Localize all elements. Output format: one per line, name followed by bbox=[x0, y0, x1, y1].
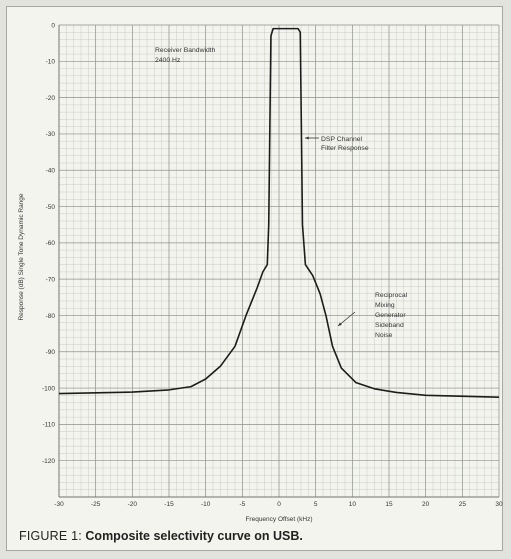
y-tick-label: -30 bbox=[46, 131, 56, 138]
caption-text: Composite selectivity curve on USB. bbox=[85, 529, 303, 543]
annotation-line: Sideband bbox=[375, 322, 404, 329]
y-tick-label: -40 bbox=[46, 168, 56, 175]
x-tick-label: -5 bbox=[239, 501, 245, 508]
y-tick-label: 0 bbox=[51, 22, 55, 29]
x-tick-label: 10 bbox=[349, 501, 357, 508]
y-tick-label: -110 bbox=[42, 422, 55, 429]
caption-lead: FIGURE 1: bbox=[19, 529, 82, 543]
x-tick-label: -15 bbox=[164, 501, 174, 508]
figure-panel: -30 -25 -20 -15 -10 -5 0 5 10 15 20 25 30 0 -10 -20 -30… bbox=[6, 6, 503, 551]
annotation-dsp-filter: DSP Channel Filter Response bbox=[305, 136, 369, 152]
annotation-line: DSP Channel bbox=[321, 136, 363, 143]
y-tick-label: -50 bbox=[46, 204, 56, 211]
y-tick-label: -80 bbox=[46, 313, 56, 320]
annotation-line: Filter Response bbox=[321, 145, 369, 152]
y-axis-label: Response (dB) Single Tone Dynamic Range bbox=[18, 193, 25, 320]
x-tick-label: -10 bbox=[201, 501, 211, 508]
y-tick-label: -10 bbox=[46, 59, 56, 66]
annotation-bandwidth: Receiver Bandwidth 2400 Hz bbox=[155, 47, 216, 64]
y-tick-label: -20 bbox=[46, 95, 56, 102]
x-tick-label: 30 bbox=[495, 501, 503, 508]
y-tick-label: -60 bbox=[46, 240, 56, 247]
figure-caption: FIGURE 1: Composite selectivity curve on… bbox=[19, 529, 303, 543]
x-tick-label: -30 bbox=[54, 501, 64, 508]
selectivity-curve bbox=[58, 27, 500, 398]
selectivity-chart: -30 -25 -20 -15 -10 -5 0 5 10 15 20 25 30 0-10-20-30… bbox=[18, 22, 503, 523]
x-tick-label: 20 bbox=[422, 501, 430, 508]
x-axis-label: Frequency Offset (kHz) bbox=[245, 516, 312, 523]
annotation-line: Noise bbox=[375, 332, 393, 339]
x-tick-label: 25 bbox=[459, 501, 467, 508]
y-tick-label: -70 bbox=[46, 276, 56, 283]
annotation-line: Mixing bbox=[375, 302, 395, 309]
arrow-head-icon bbox=[305, 136, 309, 140]
annotation-line: Generator bbox=[375, 312, 406, 319]
x-tick-label: 15 bbox=[385, 501, 393, 508]
annotation-line: 2400 Hz bbox=[155, 57, 181, 64]
annotation-sideband-noise: Reciprocal Mixing Generator Sideband Noise bbox=[337, 292, 408, 339]
x-tick-label: -25 bbox=[91, 501, 101, 508]
x-tick-label: -20 bbox=[128, 501, 138, 508]
arrow-head-icon bbox=[338, 322, 342, 326]
annotation-line: Receiver Bandwidth bbox=[155, 47, 216, 54]
y-tick-label: -100 bbox=[42, 385, 55, 392]
y-tick-label: -120 bbox=[42, 458, 55, 465]
annotation-line: Reciprocal bbox=[375, 292, 408, 299]
y-tick-label: -90 bbox=[46, 349, 56, 356]
x-tick-label: 0 bbox=[277, 501, 281, 508]
x-tick-label: 5 bbox=[314, 501, 318, 508]
